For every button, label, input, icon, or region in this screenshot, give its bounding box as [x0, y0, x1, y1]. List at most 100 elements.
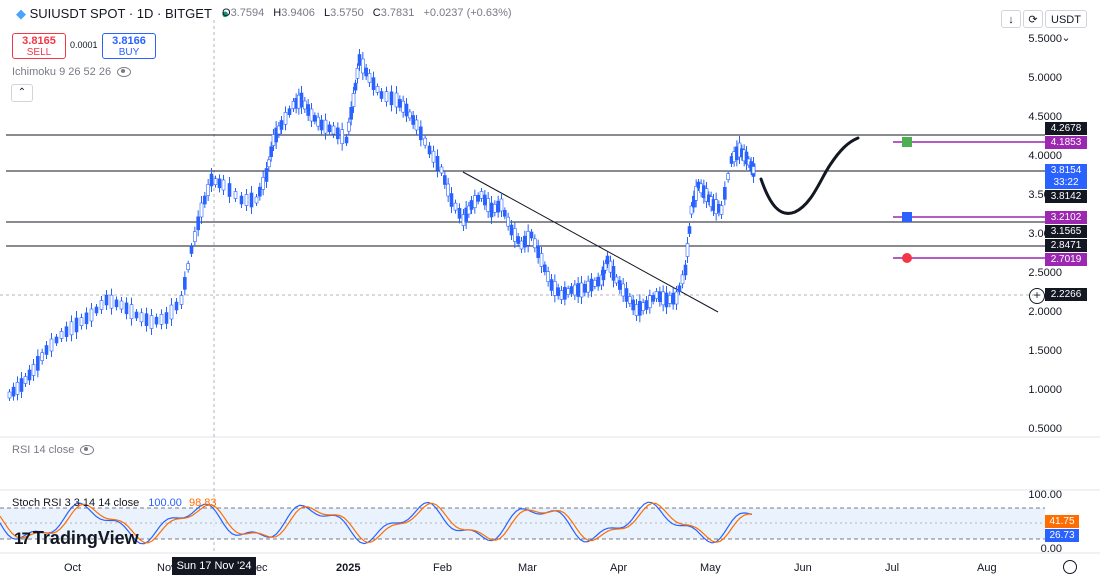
candle-body — [69, 321, 74, 336]
candle-body — [94, 306, 99, 314]
candle-body — [217, 178, 222, 189]
time-label: May — [700, 562, 721, 574]
candle-body — [313, 115, 317, 122]
candle-body — [124, 302, 129, 315]
candle-body — [654, 291, 659, 299]
stoch-legend[interactable]: Stoch RSI 3 3 14 14 close 100.00 98.83 — [12, 497, 217, 509]
candle-body — [453, 202, 458, 211]
candle-body — [40, 352, 44, 361]
candle-body — [371, 77, 376, 90]
candle-body — [144, 313, 149, 326]
candle-body — [411, 115, 415, 125]
candle-body — [331, 125, 336, 135]
sell-button[interactable]: 3.8165 SELL — [12, 33, 66, 59]
download-icon[interactable]: ↓ — [1001, 10, 1021, 28]
candle-body — [553, 281, 557, 296]
candle-body — [203, 195, 207, 205]
candle-body — [174, 301, 179, 311]
candle-body — [677, 285, 682, 292]
buy-button[interactable]: 3.8166 BUY — [102, 33, 156, 59]
collapse-legend-button[interactable]: ⌃ — [11, 84, 33, 102]
candle-body — [36, 356, 40, 371]
candle-body — [355, 68, 360, 79]
price-tag: 2.2266 — [1045, 288, 1087, 301]
eye-icon[interactable] — [117, 67, 132, 78]
candle-body — [336, 127, 340, 140]
tradingview-logo[interactable]: 17 TradingView — [14, 528, 139, 548]
add-alert-icon[interactable]: + — [1029, 288, 1045, 304]
candle-body — [44, 345, 49, 355]
candle-body — [624, 288, 629, 302]
candle-body — [159, 314, 164, 325]
candle-body — [674, 291, 679, 305]
settings-gear-icon[interactable] — [1063, 560, 1077, 574]
eye-icon[interactable] — [80, 445, 95, 456]
candle-body — [423, 137, 427, 146]
candle-body — [583, 284, 587, 293]
candle-body — [641, 302, 645, 311]
candle-body — [89, 308, 94, 322]
candle-body — [375, 86, 380, 93]
candle-body — [351, 93, 356, 107]
candle-body — [579, 282, 584, 298]
time-label: Oct — [64, 562, 82, 574]
price-axis-label: 4.5000 — [1028, 111, 1062, 123]
candle-body — [7, 391, 12, 399]
candle-body — [323, 119, 328, 134]
candle-body — [563, 287, 567, 300]
candle-body — [638, 301, 642, 316]
candle-body — [464, 207, 468, 223]
price-axis-label: 5.0000 — [1028, 72, 1062, 84]
candle-body — [685, 243, 690, 257]
candle-body — [319, 119, 324, 131]
candle-body — [519, 240, 524, 250]
candle-body — [394, 92, 399, 108]
candle-body — [283, 112, 288, 125]
stoch-d-line — [0, 502, 753, 544]
symbol-title[interactable]: ◆ SUIUSDT SPOT · 1D · BITGET ● — [16, 6, 229, 22]
candle-body — [306, 104, 310, 116]
candle-body — [559, 290, 564, 300]
candle-body — [476, 195, 480, 202]
candle-body — [723, 187, 727, 200]
candle-body — [467, 205, 471, 215]
time-label: Aug — [977, 562, 997, 574]
market-open-icon: ● — [221, 6, 230, 21]
candle-body — [353, 82, 358, 91]
candle-body — [726, 173, 730, 180]
candle-body — [189, 246, 194, 254]
candle-body — [119, 300, 124, 310]
candle-body — [199, 202, 204, 218]
candle-body — [379, 91, 384, 99]
price-tag: 33:22 — [1045, 176, 1087, 189]
candle-body — [692, 195, 696, 208]
sui-logo-icon: ◆ — [16, 6, 26, 21]
candle-body — [274, 127, 278, 143]
check-alert-icon — [902, 137, 912, 147]
candle-body — [744, 151, 749, 165]
stoch-axis-bottom: 0.00 — [1040, 543, 1062, 555]
candle-body — [683, 264, 688, 276]
time-label: Apr — [610, 562, 628, 574]
price-axis-label: 2.5000 — [1028, 267, 1062, 279]
candle-body — [573, 284, 577, 296]
candle-body — [114, 299, 119, 308]
rsi-legend[interactable]: RSI 14 close — [12, 444, 95, 456]
price-tag: 3.1565 — [1045, 225, 1087, 238]
candle-body — [186, 263, 190, 270]
time-label: Nov — [157, 562, 177, 574]
refresh-icon[interactable]: ⟳ — [1023, 10, 1043, 28]
candle-body — [134, 311, 139, 319]
candle-body — [54, 336, 59, 344]
price-axis-label: 1.0000 — [1028, 384, 1062, 396]
candle-body — [109, 294, 114, 309]
spread-value: 0.0001 — [70, 40, 98, 50]
stoch-axis-top: 100.00 — [1028, 489, 1062, 501]
candle-body — [213, 178, 218, 185]
candle-body — [269, 146, 273, 157]
ichimoku-legend[interactable]: Ichimoku 9 26 52 26 — [12, 66, 132, 78]
candle-body — [631, 299, 635, 311]
currency-select[interactable]: USDT ⌄ — [1045, 10, 1087, 44]
price-tag: 4.2678 — [1045, 122, 1087, 135]
